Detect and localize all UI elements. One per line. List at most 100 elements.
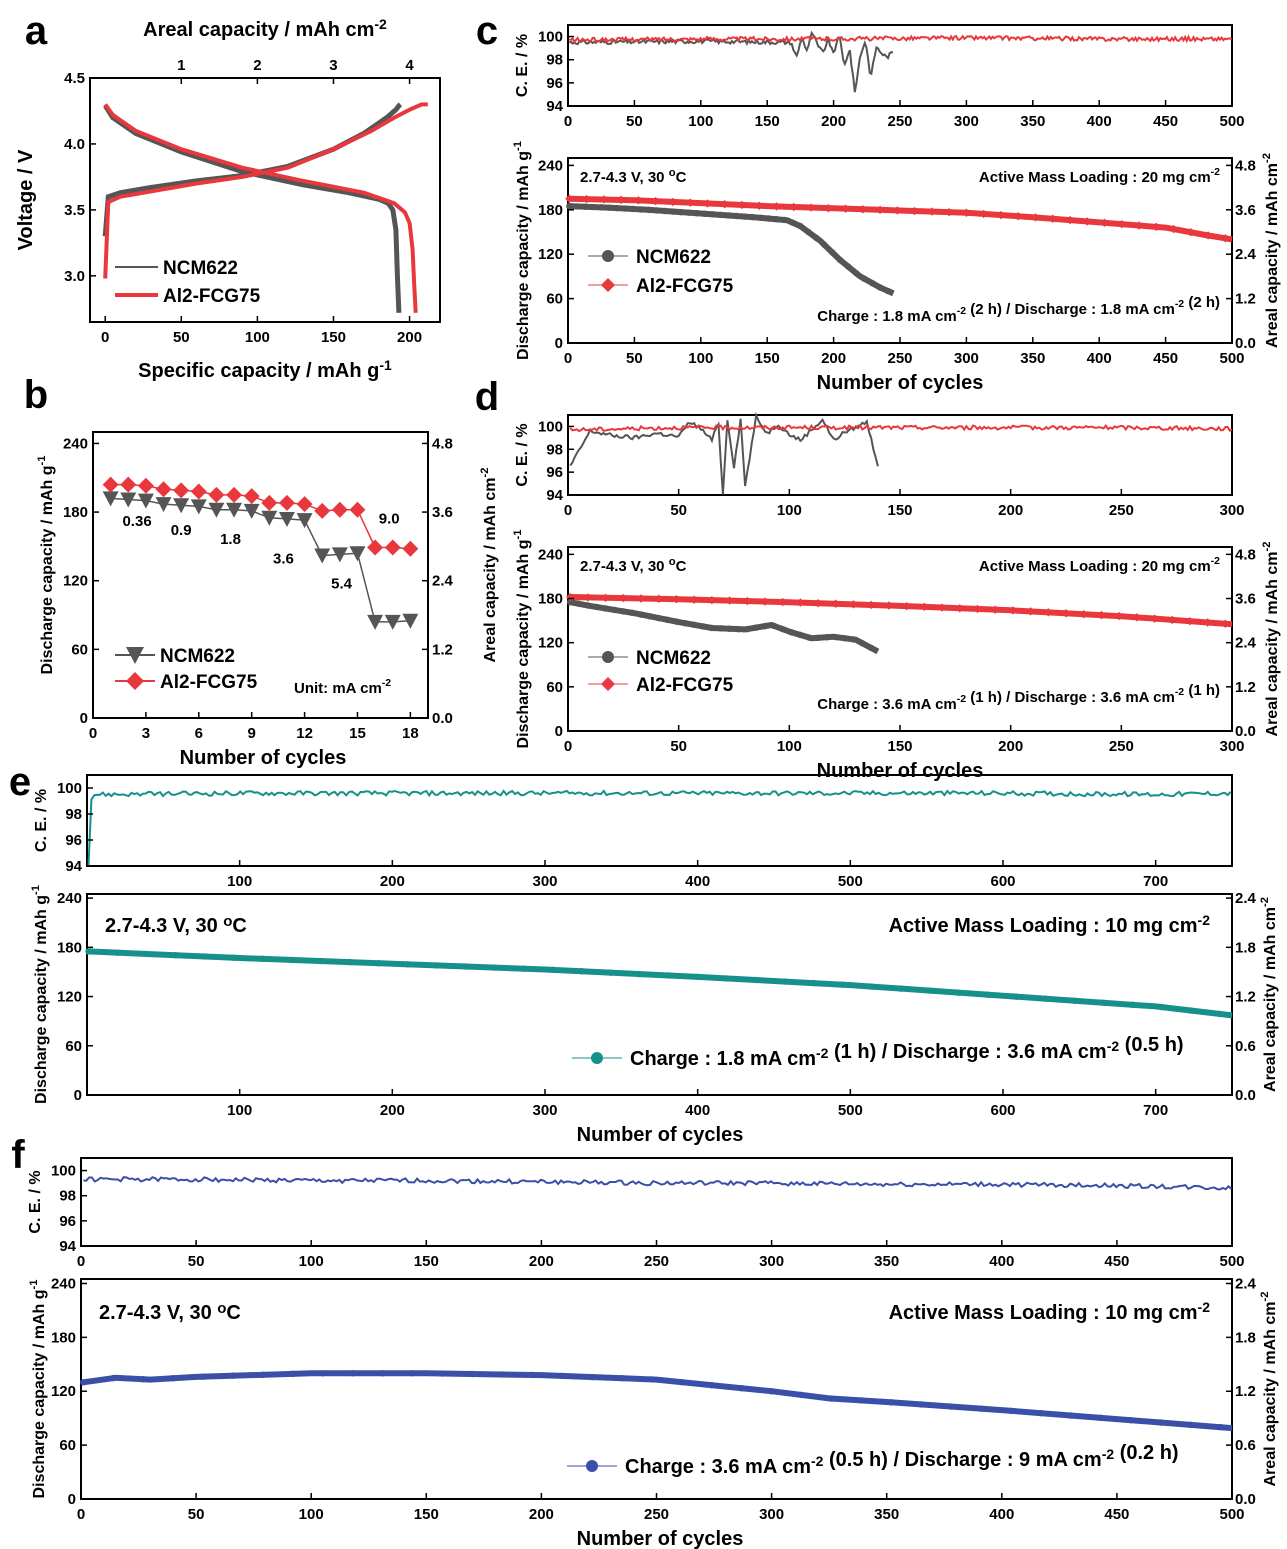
x-tick-label: 300 <box>954 113 979 130</box>
series-ncm622 <box>567 411 880 655</box>
data-point <box>699 623 707 630</box>
y-tick-label: 60 <box>546 679 563 696</box>
loading-label: Active Mass Loading : 10 mg cm-2 <box>889 912 1211 937</box>
data-point <box>781 978 788 985</box>
data-point <box>120 476 137 493</box>
data-point <box>80 1379 87 1386</box>
legend-marker <box>601 677 615 691</box>
data-point <box>574 203 581 210</box>
data-point <box>743 596 752 606</box>
data-point <box>677 208 685 216</box>
data-point <box>599 195 609 204</box>
data-point <box>243 503 260 519</box>
y-tick-label: 3.5 <box>64 202 85 219</box>
ce-line <box>569 423 1233 433</box>
plot-frame <box>89 77 441 323</box>
data-point <box>590 203 597 211</box>
data-point <box>768 1388 775 1395</box>
x-axis-label: Number of cycles <box>577 1528 744 1549</box>
data-point <box>669 208 677 215</box>
x-tick-label: 150 <box>321 329 346 346</box>
data-point <box>634 196 643 205</box>
x-tick-label: 0 <box>77 1506 85 1523</box>
x-tick-label: 450 <box>1153 113 1178 130</box>
y2-tick-label: 4.8 <box>432 435 453 452</box>
x-tick-label: 50 <box>188 1253 205 1270</box>
data-point <box>226 486 243 503</box>
panel-label-d: d <box>475 375 499 419</box>
y-tick-label: 3.0 <box>64 268 85 285</box>
data-point <box>602 605 609 612</box>
y2-tick-label: 0.0 <box>432 710 453 727</box>
data-point <box>668 197 678 207</box>
capacity-line <box>88 948 1233 1019</box>
data-point <box>726 625 733 632</box>
data-point <box>733 212 740 220</box>
data-point <box>1031 213 1040 222</box>
y-tick-label: 60 <box>59 1437 76 1454</box>
data-point <box>1203 231 1213 240</box>
series-curve <box>85 789 1233 1019</box>
data-point <box>565 194 574 203</box>
x-tick-label: 200 <box>529 1253 554 1270</box>
y2-axis-label: Areal capacity / mAh cm-2 <box>1261 542 1281 737</box>
x-tick-label: 50 <box>670 502 687 519</box>
data-point <box>1100 218 1109 227</box>
data-point <box>1186 228 1196 237</box>
data-point <box>409 1370 416 1377</box>
x-tick-label: 0 <box>89 725 97 742</box>
data-point <box>685 198 695 207</box>
legend-marker <box>591 1052 603 1064</box>
data-point <box>379 1370 386 1377</box>
x-tick-label: 300 <box>1219 738 1244 755</box>
ce-line <box>568 30 894 93</box>
data-point <box>798 1391 805 1399</box>
data-point <box>349 1370 356 1377</box>
data-point <box>1083 217 1092 226</box>
data-point <box>1187 1007 1194 1014</box>
x-tick-label: 350 <box>874 1506 899 1523</box>
data-point <box>583 593 593 602</box>
data-point <box>653 207 661 214</box>
x-tick-label: 700 <box>1143 873 1168 890</box>
data-point <box>655 614 662 622</box>
x-tick-label: 0 <box>564 738 572 755</box>
x-tick-label: 250 <box>887 113 912 130</box>
data-point <box>673 618 680 625</box>
data-point <box>772 202 781 211</box>
data-point <box>317 957 324 965</box>
data-point <box>110 1374 117 1382</box>
data-point <box>813 598 823 608</box>
y2-tick-label: 2.4 <box>1235 246 1257 263</box>
data-point <box>849 600 858 609</box>
data-point <box>757 214 764 221</box>
x-tick-label: 150 <box>414 1506 439 1523</box>
series-al2-fcg75 <box>566 423 1233 628</box>
data-point <box>1221 619 1230 628</box>
x-tick-label: 300 <box>759 1506 784 1523</box>
y-tick-label: 120 <box>57 989 82 1006</box>
data-point <box>85 948 92 955</box>
data-point <box>601 593 610 602</box>
data-point <box>832 633 840 641</box>
data-point <box>977 1405 985 1412</box>
protocol-label: Charge : 3.6 mA cm-2 (1 h) / Discharge :… <box>817 682 1220 713</box>
x-tick-label: 100 <box>227 1102 252 1119</box>
data-point <box>720 200 729 209</box>
data-point <box>884 287 892 295</box>
legend-marker <box>601 278 615 292</box>
y-tick-label: 180 <box>538 591 563 608</box>
x-tick-label: 600 <box>990 1102 1015 1119</box>
x-axis-label: Number of cycles <box>180 747 347 769</box>
data-point <box>858 205 868 214</box>
unit-note: Unit: mA cm-2 <box>294 677 391 697</box>
y-axis-label: Discharge capacity / mAh g-1 <box>28 1280 48 1499</box>
ce-line <box>83 1176 1233 1191</box>
data-point <box>331 547 348 563</box>
data-point <box>201 953 208 960</box>
data-point <box>1216 1010 1223 1018</box>
y2-axis-label: Areal capacity / mAh cm-2 <box>1259 897 1279 1092</box>
data-point <box>973 604 982 614</box>
x-tick-label: 100 <box>227 873 252 890</box>
data-point <box>788 629 795 636</box>
